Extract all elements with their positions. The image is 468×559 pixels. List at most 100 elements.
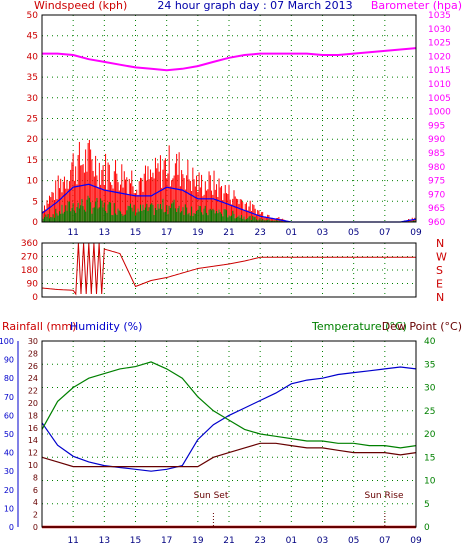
dewpoint-mid-y-tick-label: 0	[33, 523, 38, 532]
wind-x-tick-label: 09	[410, 228, 422, 238]
climate-x-tick-label: 15	[130, 536, 141, 546]
windspeed-axis-label: Windspeed (kph)	[34, 0, 127, 12]
direction-panel-frame	[41, 242, 417, 298]
dewpoint-mid-y-tick-label: 8	[33, 473, 38, 482]
climate-x-tick-label: 19	[192, 536, 204, 546]
humidity-y-tick-label: 60	[4, 411, 14, 420]
barometer-y-tick-label: 1005	[428, 94, 451, 104]
wind-y-tick-label: 15	[27, 156, 38, 166]
temperature-y-tick-label: 5	[424, 500, 430, 510]
humidity-y-tick-label: 70	[4, 393, 14, 402]
wind-y-tick-label: 35	[27, 73, 38, 83]
direction-y-tick-label: 0	[32, 293, 38, 303]
wind-y-tick-label: 45	[27, 32, 38, 42]
direction-y-tick-label: 90	[27, 280, 39, 290]
barometer-y-tick-label: 960	[428, 218, 445, 228]
wind-x-tick-label: 15	[130, 228, 141, 238]
barometer-y-tick-label: 965	[428, 204, 445, 214]
wind-y-tick-label: 25	[27, 115, 38, 125]
wind-y-tick-label: 40	[27, 52, 39, 62]
humidity-axis-label: Humidity (%)	[70, 320, 142, 333]
dewpoint-mid-y-tick-label: 6	[33, 486, 38, 495]
barometer-y-tick-label: 985	[428, 149, 445, 159]
dewpoint-mid-y-tick-label: 4	[33, 498, 38, 507]
wind-x-tick-label: 13	[99, 228, 110, 238]
humidity-y-tick-label: 80	[4, 374, 14, 383]
temperature-axis-label: Temperature (°C)	[311, 320, 407, 333]
barometer-axis-label: Barometer (hpa)	[371, 0, 462, 12]
dewpoint-line	[41, 442, 417, 468]
wind-x-tick-label: 07	[379, 228, 390, 238]
dewpoint-mid-y-tick-label: 12	[28, 449, 38, 458]
temperature-y-tick-label: 40	[424, 337, 436, 347]
dewpoint-mid-y-tick-label: 28	[28, 349, 38, 358]
barometer-y-tick-label: 980	[428, 163, 445, 173]
temperature-y-tick-label: 25	[424, 407, 435, 417]
barometer-y-tick-label: 975	[428, 177, 445, 187]
humidity-line	[41, 366, 417, 472]
dewpoint-mid-y-tick-label: 30	[28, 337, 38, 346]
dewpoint-mid-y-tick-label: 18	[28, 411, 38, 420]
compass-letter: N	[436, 237, 444, 250]
humidity-y-tick-label: 30	[4, 467, 14, 476]
climate-x-tick-label: 05	[348, 536, 359, 546]
wind-x-tick-label: 01	[286, 228, 297, 238]
compass-letter: W	[436, 251, 447, 264]
wind-y-tick-label: 10	[27, 177, 39, 187]
dewpoint-mid-y-tick-label: 16	[28, 424, 38, 433]
humidity-y-tick-label: 20	[4, 486, 14, 495]
sunset-label: Sun Set	[194, 491, 229, 501]
wind-y-tick-label: 50	[27, 11, 39, 21]
barometer-y-tick-label: 1030	[428, 25, 451, 35]
humidity-y-tick-label: 50	[4, 430, 14, 439]
humidity-y-tick-label: 100	[0, 337, 14, 346]
dewpoint-mid-y-tick-label: 26	[28, 362, 38, 371]
compass-letter: S	[436, 264, 443, 277]
wind-y-tick-label: 5	[32, 197, 38, 207]
wind-direction-line	[41, 242, 416, 296]
climate-x-tick-label: 23	[254, 536, 265, 546]
climate-x-tick-label: 03	[317, 536, 328, 546]
barometer-y-tick-label: 1025	[428, 39, 451, 49]
wind-x-tick-label: 19	[192, 228, 204, 238]
compass-letter: N	[436, 291, 444, 304]
wind-y-tick-label: 30	[27, 94, 39, 104]
barometer-y-tick-label: 1015	[428, 66, 451, 76]
direction-y-tick-label: 360	[21, 239, 38, 249]
temperature-line	[41, 361, 417, 449]
temperature-y-tick-label: 30	[424, 384, 436, 394]
dewpoint-mid-y-tick-label: 24	[28, 374, 38, 383]
wind-y-tick-label: 0	[32, 218, 38, 228]
wind-x-tick-label: 11	[67, 228, 78, 238]
dewpoint-mid-y-tick-label: 10	[28, 461, 38, 470]
wind-y-tick-label: 20	[27, 135, 39, 145]
barometer-y-tick-label: 1020	[428, 52, 451, 62]
dewpoint-axis-label: Dew Point (°C)	[382, 320, 462, 333]
barometer-y-tick-label: 1035	[428, 11, 451, 21]
climate-x-tick-label: 07	[379, 536, 390, 546]
wind-panel-frame	[41, 14, 417, 223]
direction-y-tick-label: 270	[21, 253, 38, 263]
dewpoint-mid-y-tick-label: 14	[28, 436, 38, 445]
wind-x-tick-label: 03	[317, 228, 328, 238]
compass-letter: E	[436, 278, 443, 291]
direction-y-tick-label: 180	[21, 266, 38, 276]
wind-x-tick-label: 23	[254, 228, 265, 238]
climate-panel-frame	[41, 340, 417, 528]
sunrise-label: Sun Rise	[365, 491, 404, 501]
rainfall-axis-label: Rainfall (mm)	[2, 320, 76, 333]
climate-x-tick-label: 17	[161, 536, 172, 546]
climate-x-tick-label: 21	[223, 536, 234, 546]
barometer-y-tick-label: 1000	[428, 108, 451, 118]
humidity-y-tick-label: 90	[4, 356, 14, 365]
temperature-y-tick-label: 0	[424, 523, 430, 533]
dewpoint-mid-y-tick-label: 20	[28, 399, 38, 408]
dewpoint-mid-y-tick-label: 22	[28, 387, 38, 396]
temperature-y-tick-label: 15	[424, 453, 435, 463]
humidity-y-tick-label: 0	[9, 523, 14, 532]
wind-x-tick-label: 21	[223, 228, 234, 238]
barometer-y-tick-label: 970	[428, 190, 445, 200]
climate-x-tick-label: 01	[286, 536, 297, 546]
humidity-y-tick-label: 10	[4, 504, 14, 513]
